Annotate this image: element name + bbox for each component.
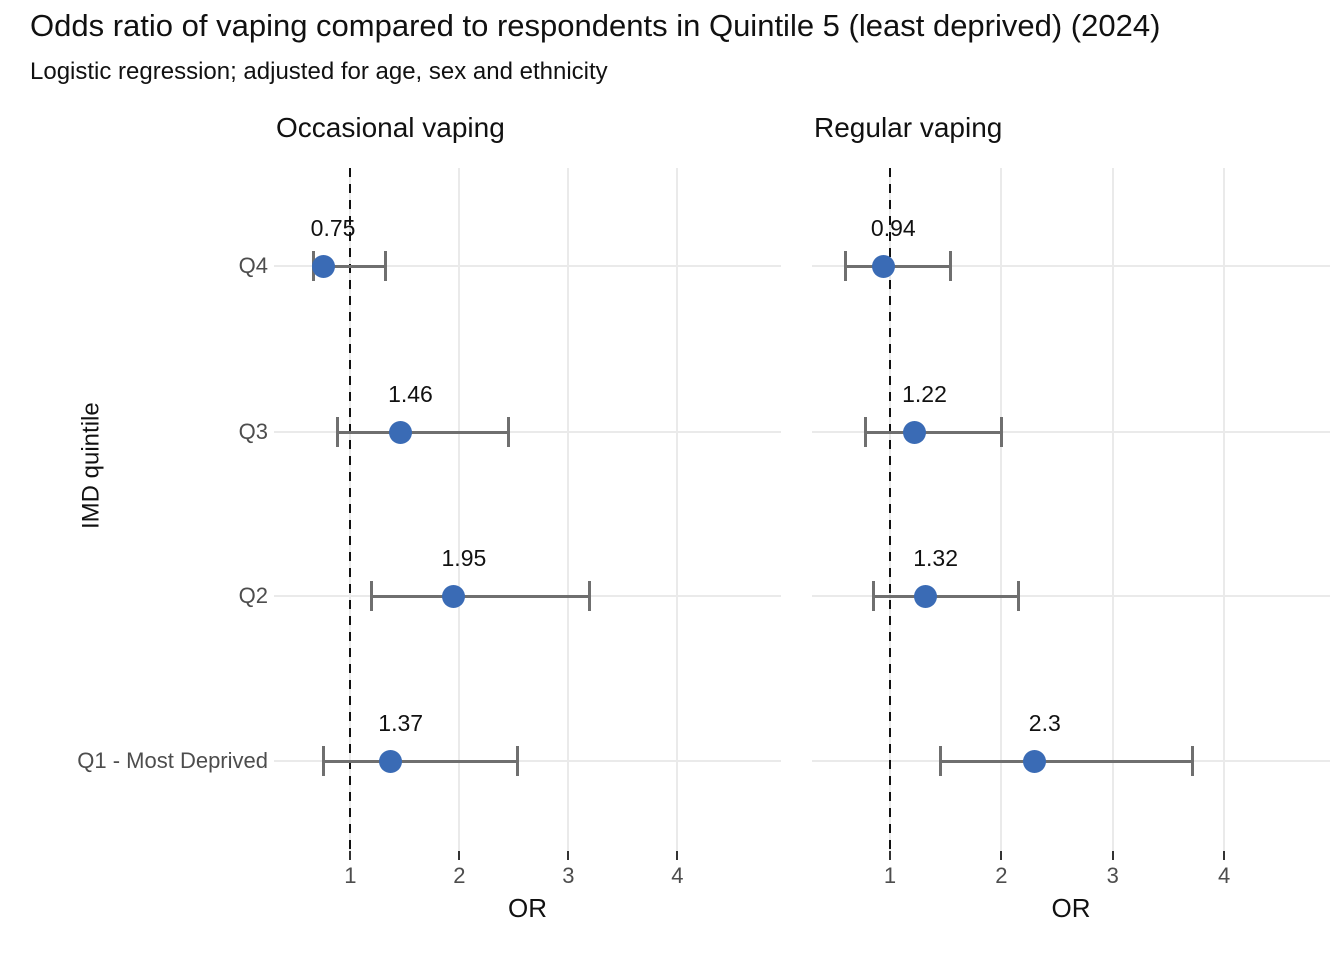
vertical-gridline — [458, 168, 461, 851]
horizontal-gridline — [274, 760, 781, 762]
vertical-gridline — [567, 168, 570, 851]
x-axis-tick-label: 3 — [562, 863, 575, 888]
error-bar-cap — [383, 251, 387, 281]
error-bar-cap — [871, 581, 875, 611]
data-point — [379, 749, 403, 773]
point-value-label: 0.75 — [310, 215, 356, 241]
y-axis-category-label: Q3 — [238, 419, 268, 444]
error-bar — [873, 594, 1019, 598]
panel-occasional — [274, 168, 781, 851]
horizontal-gridline — [812, 595, 1330, 597]
y-axis-category-label: Q2 — [238, 583, 268, 608]
x-axis-tick-label: 1 — [883, 863, 897, 888]
data-point — [442, 584, 466, 608]
error-bar — [323, 759, 518, 763]
data-point — [914, 584, 938, 608]
error-bar-cap — [321, 746, 325, 776]
vertical-gridline — [1223, 168, 1226, 851]
y-axis-category-label: Q4 — [238, 253, 268, 278]
horizontal-gridline — [274, 431, 781, 433]
error-bar-cap — [1016, 581, 1020, 611]
x-axis-tick — [1111, 851, 1114, 860]
error-bar-cap — [948, 251, 952, 281]
error-bar — [865, 430, 1002, 434]
x-axis-tick-label: 3 — [1106, 863, 1119, 888]
horizontal-gridline — [274, 265, 781, 267]
error-bar-cap — [369, 581, 373, 611]
horizontal-gridline — [812, 265, 1330, 267]
horizontal-gridline — [812, 431, 1330, 433]
x-axis-tick — [1000, 851, 1003, 860]
point-value-label: 1.32 — [913, 545, 959, 571]
vertical-gridline — [1000, 168, 1003, 851]
y-axis-category-label: Q1 - Most Deprived — [77, 748, 268, 773]
x-axis-tick — [888, 851, 891, 860]
error-bar-cap — [863, 417, 867, 447]
chart-subtitle: Logistic regression; adjusted for age, s… — [30, 58, 608, 85]
facet-title: Regular vaping — [814, 112, 1003, 143]
error-bar — [337, 430, 509, 434]
x-axis-tick-label: 2 — [453, 863, 466, 888]
x-axis-tick — [349, 851, 352, 860]
x-axis-tick-label: 1 — [344, 863, 357, 888]
x-axis-tick — [458, 851, 461, 860]
data-point — [902, 420, 926, 444]
error-bar-cap — [843, 251, 847, 281]
point-value-label: 1.95 — [441, 545, 487, 571]
error-bar-cap — [335, 417, 339, 447]
error-bar — [845, 264, 951, 268]
x-axis-title: OR — [508, 893, 547, 923]
reference-line-or-1 — [888, 168, 891, 851]
data-point — [388, 420, 412, 444]
data-point — [1023, 749, 1047, 773]
error-bar-cap — [587, 581, 591, 611]
error-bar-cap — [1191, 746, 1195, 776]
point-value-label: 1.37 — [378, 710, 424, 736]
x-axis-title: OR — [1051, 893, 1091, 923]
point-value-label: 0.94 — [870, 215, 916, 241]
error-bar-cap — [506, 417, 510, 447]
vertical-gridline — [1111, 168, 1114, 851]
error-bar-cap — [515, 746, 519, 776]
x-axis-tick — [567, 851, 570, 860]
x-axis-tick-label: 4 — [671, 863, 684, 888]
x-axis-tick — [676, 851, 679, 860]
x-axis-tick-label: 2 — [995, 863, 1008, 888]
error-bar — [940, 759, 1193, 763]
error-bar-cap — [938, 746, 942, 776]
error-bar — [371, 594, 590, 598]
point-value-label: 2.3 — [1028, 710, 1061, 736]
error-bar-cap — [999, 417, 1003, 447]
data-point — [871, 254, 895, 278]
error-bar — [313, 264, 386, 268]
point-value-label: 1.22 — [902, 381, 947, 407]
chart-title: Odds ratio of vaping compared to respond… — [30, 8, 1161, 43]
point-value-label: 1.46 — [388, 381, 433, 407]
vertical-gridline — [676, 168, 679, 851]
x-axis-tick — [1223, 851, 1226, 860]
data-point — [311, 254, 335, 278]
facet-title: Occasional vaping — [276, 112, 505, 143]
x-axis-tick-label: 4 — [1218, 863, 1231, 888]
reference-line-or-1 — [349, 168, 352, 851]
